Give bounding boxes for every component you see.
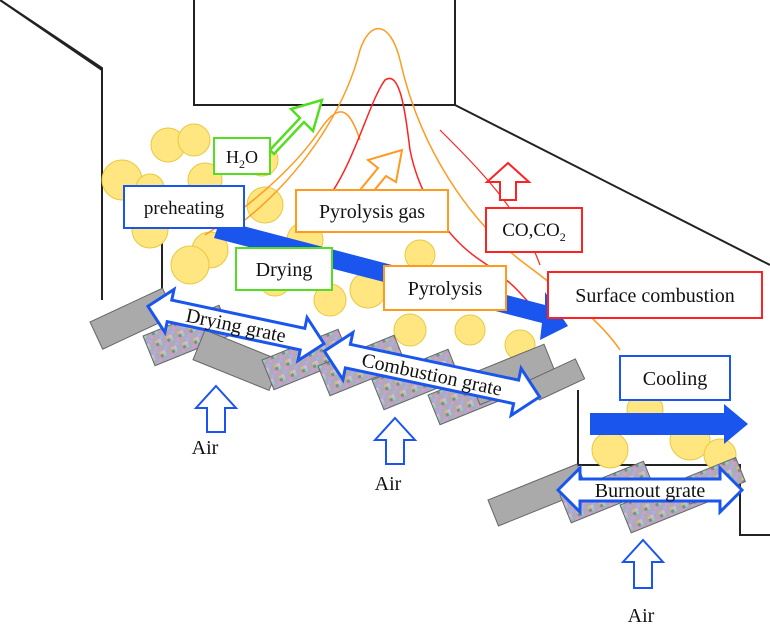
air-arrow-3 bbox=[620, 538, 666, 589]
furnace-wall-right bbox=[454, 104, 770, 536]
co-arrow bbox=[484, 161, 532, 201]
co-label-main: CO,CO bbox=[502, 220, 560, 241]
air-arrow-2 bbox=[372, 416, 418, 465]
burnout-grate-arrow: Burnout grate bbox=[555, 464, 745, 516]
furnace-wall-left bbox=[0, 0, 163, 300]
flame-outer-orange bbox=[231, 28, 621, 351]
cooling-label: Cooling bbox=[643, 368, 707, 390]
svg-text:H2O: H2O bbox=[226, 147, 258, 171]
pyrolysis-box: Pyrolysis bbox=[383, 265, 507, 311]
air-arrow-1 bbox=[193, 384, 239, 433]
cooling-box: Cooling bbox=[619, 355, 731, 401]
h2o-arrow bbox=[268, 98, 324, 156]
surface-combustion-label: Surface combustion bbox=[575, 285, 734, 307]
h2o-label-h: H bbox=[226, 147, 239, 167]
flame-inner-orange bbox=[204, 111, 361, 236]
co-co2-box: CO,CO2 bbox=[485, 207, 583, 253]
pyrolysis-label: Pyrolysis bbox=[408, 278, 483, 300]
air-label-2: Air bbox=[375, 473, 402, 495]
svg-text:CO,CO2: CO,CO2 bbox=[502, 220, 566, 244]
pyrolysis-gas-box: Pyrolysis gas bbox=[295, 189, 449, 233]
pyrolysis-gas-label: Pyrolysis gas bbox=[319, 201, 425, 223]
preheating-label: preheating bbox=[144, 198, 225, 219]
air-label-1: Air bbox=[192, 437, 219, 459]
preheating-box: preheating bbox=[123, 185, 245, 229]
h2o-label-sub: 2 bbox=[239, 157, 245, 171]
h2o-box: H2O bbox=[213, 137, 271, 175]
co-label-sub: 2 bbox=[560, 230, 566, 244]
h2o-label-o: O bbox=[245, 147, 258, 167]
drying-label: Drying bbox=[256, 259, 313, 281]
burnout-grate-label: Burnout grate bbox=[595, 480, 706, 502]
cooling-flow-arrow bbox=[590, 404, 748, 444]
air-label-3: Air bbox=[628, 605, 655, 627]
drying-box: Drying bbox=[235, 247, 333, 291]
surface-combustion-box: Surface combustion bbox=[547, 271, 763, 319]
